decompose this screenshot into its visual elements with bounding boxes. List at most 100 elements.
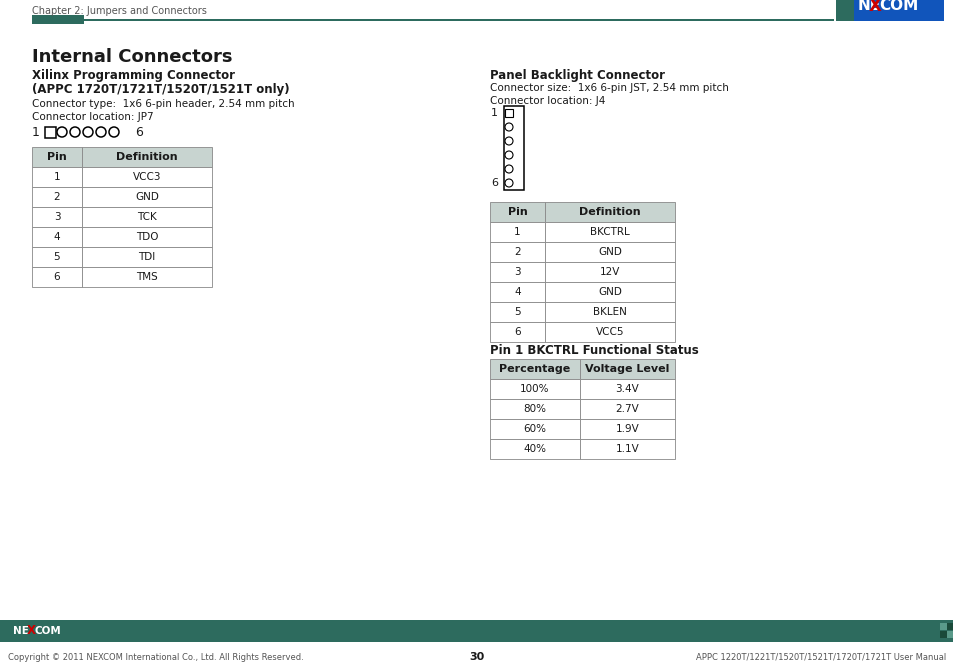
Bar <box>32 207 82 227</box>
Bar <box>946 631 953 638</box>
Text: Definition: Definition <box>116 152 177 162</box>
Text: Internal Connectors: Internal Connectors <box>32 48 233 66</box>
Circle shape <box>504 179 513 187</box>
Bar <box>82 267 212 287</box>
Circle shape <box>504 123 513 131</box>
Circle shape <box>83 127 92 137</box>
Text: 6: 6 <box>514 327 520 337</box>
Text: 30: 30 <box>469 652 484 662</box>
Text: TDO: TDO <box>135 232 158 242</box>
Bar <box>579 439 675 459</box>
Bar <box>82 187 212 207</box>
Bar <box>544 282 675 302</box>
Bar <box>82 167 212 187</box>
Bar <box>32 227 82 247</box>
Bar <box>32 167 82 187</box>
Bar <box>32 15 84 24</box>
Bar <box>32 187 82 207</box>
Text: 5: 5 <box>53 252 60 262</box>
Text: 6: 6 <box>491 178 497 188</box>
Bar <box>544 222 675 242</box>
Text: BKLEN: BKLEN <box>593 307 626 317</box>
Text: 2: 2 <box>53 192 60 202</box>
Text: 3.4V: 3.4V <box>615 384 639 394</box>
Bar <box>579 419 675 439</box>
Bar <box>490 282 544 302</box>
Bar <box>946 623 953 630</box>
Text: TDI: TDI <box>138 252 155 262</box>
Bar <box>939 631 946 638</box>
Text: Pin 1 BKCTRL Functional Status: Pin 1 BKCTRL Functional Status <box>490 344 698 357</box>
Bar <box>833 0 945 23</box>
Circle shape <box>57 127 67 137</box>
Circle shape <box>70 127 80 137</box>
Text: TMS: TMS <box>136 272 157 282</box>
Text: Pin: Pin <box>507 207 527 217</box>
Text: X: X <box>27 624 35 638</box>
Bar <box>835 0 853 21</box>
Text: TCK: TCK <box>137 212 156 222</box>
Text: 12V: 12V <box>599 267 619 277</box>
Text: 100%: 100% <box>519 384 549 394</box>
Circle shape <box>504 165 513 173</box>
Bar <box>579 359 675 379</box>
Text: 1: 1 <box>53 172 60 182</box>
Text: NE: NE <box>857 0 881 13</box>
Bar <box>503 106 523 190</box>
Bar <box>0 620 953 642</box>
Bar <box>84 19 919 21</box>
Text: VCC3: VCC3 <box>132 172 161 182</box>
Bar <box>490 302 544 322</box>
Bar <box>32 247 82 267</box>
Circle shape <box>504 151 513 159</box>
Bar <box>490 222 544 242</box>
Circle shape <box>96 127 106 137</box>
Text: 4: 4 <box>514 287 520 297</box>
Bar <box>490 242 544 262</box>
Text: Xilinx Programming Connector: Xilinx Programming Connector <box>32 69 234 82</box>
Bar <box>82 227 212 247</box>
Bar <box>544 322 675 342</box>
Bar <box>490 419 579 439</box>
Bar <box>82 147 212 167</box>
Text: Panel Backlight Connector: Panel Backlight Connector <box>490 69 664 82</box>
Bar <box>544 202 675 222</box>
Bar <box>835 0 943 21</box>
Bar <box>579 399 675 419</box>
Text: 1: 1 <box>514 227 520 237</box>
Text: X: X <box>867 0 881 15</box>
Text: GND: GND <box>598 287 621 297</box>
Bar <box>82 247 212 267</box>
Text: Definition: Definition <box>578 207 640 217</box>
Bar <box>490 322 544 342</box>
Text: GND: GND <box>135 192 159 202</box>
Bar <box>32 267 82 287</box>
Bar <box>82 207 212 227</box>
Text: APPC 1220T/1221T/1520T/1521T/1720T/1721T User Manual: APPC 1220T/1221T/1520T/1521T/1720T/1721T… <box>695 653 945 661</box>
Text: 4: 4 <box>53 232 60 242</box>
Bar <box>490 439 579 459</box>
Text: 1.9V: 1.9V <box>615 424 639 434</box>
Text: 2.7V: 2.7V <box>615 404 639 414</box>
Text: Pin: Pin <box>47 152 67 162</box>
Bar <box>45 126 56 138</box>
Text: NE: NE <box>13 626 29 636</box>
Text: 2: 2 <box>514 247 520 257</box>
Bar <box>0 642 953 672</box>
Text: 1: 1 <box>32 126 40 138</box>
Bar <box>8 622 60 640</box>
Text: 1: 1 <box>491 108 497 118</box>
Bar <box>544 242 675 262</box>
Bar <box>939 623 946 630</box>
Text: Connector location: JP7: Connector location: JP7 <box>32 112 153 122</box>
Bar <box>579 379 675 399</box>
Text: VCC5: VCC5 <box>595 327 623 337</box>
Bar <box>490 202 544 222</box>
Text: Voltage Level: Voltage Level <box>585 364 669 374</box>
Text: 80%: 80% <box>523 404 546 414</box>
Text: Connector type:  1x6 6-pin header, 2.54 mm pitch: Connector type: 1x6 6-pin header, 2.54 m… <box>32 99 294 109</box>
Circle shape <box>109 127 119 137</box>
Text: GND: GND <box>598 247 621 257</box>
Text: Chapter 2: Jumpers and Connectors: Chapter 2: Jumpers and Connectors <box>32 6 207 16</box>
Bar <box>544 262 675 282</box>
